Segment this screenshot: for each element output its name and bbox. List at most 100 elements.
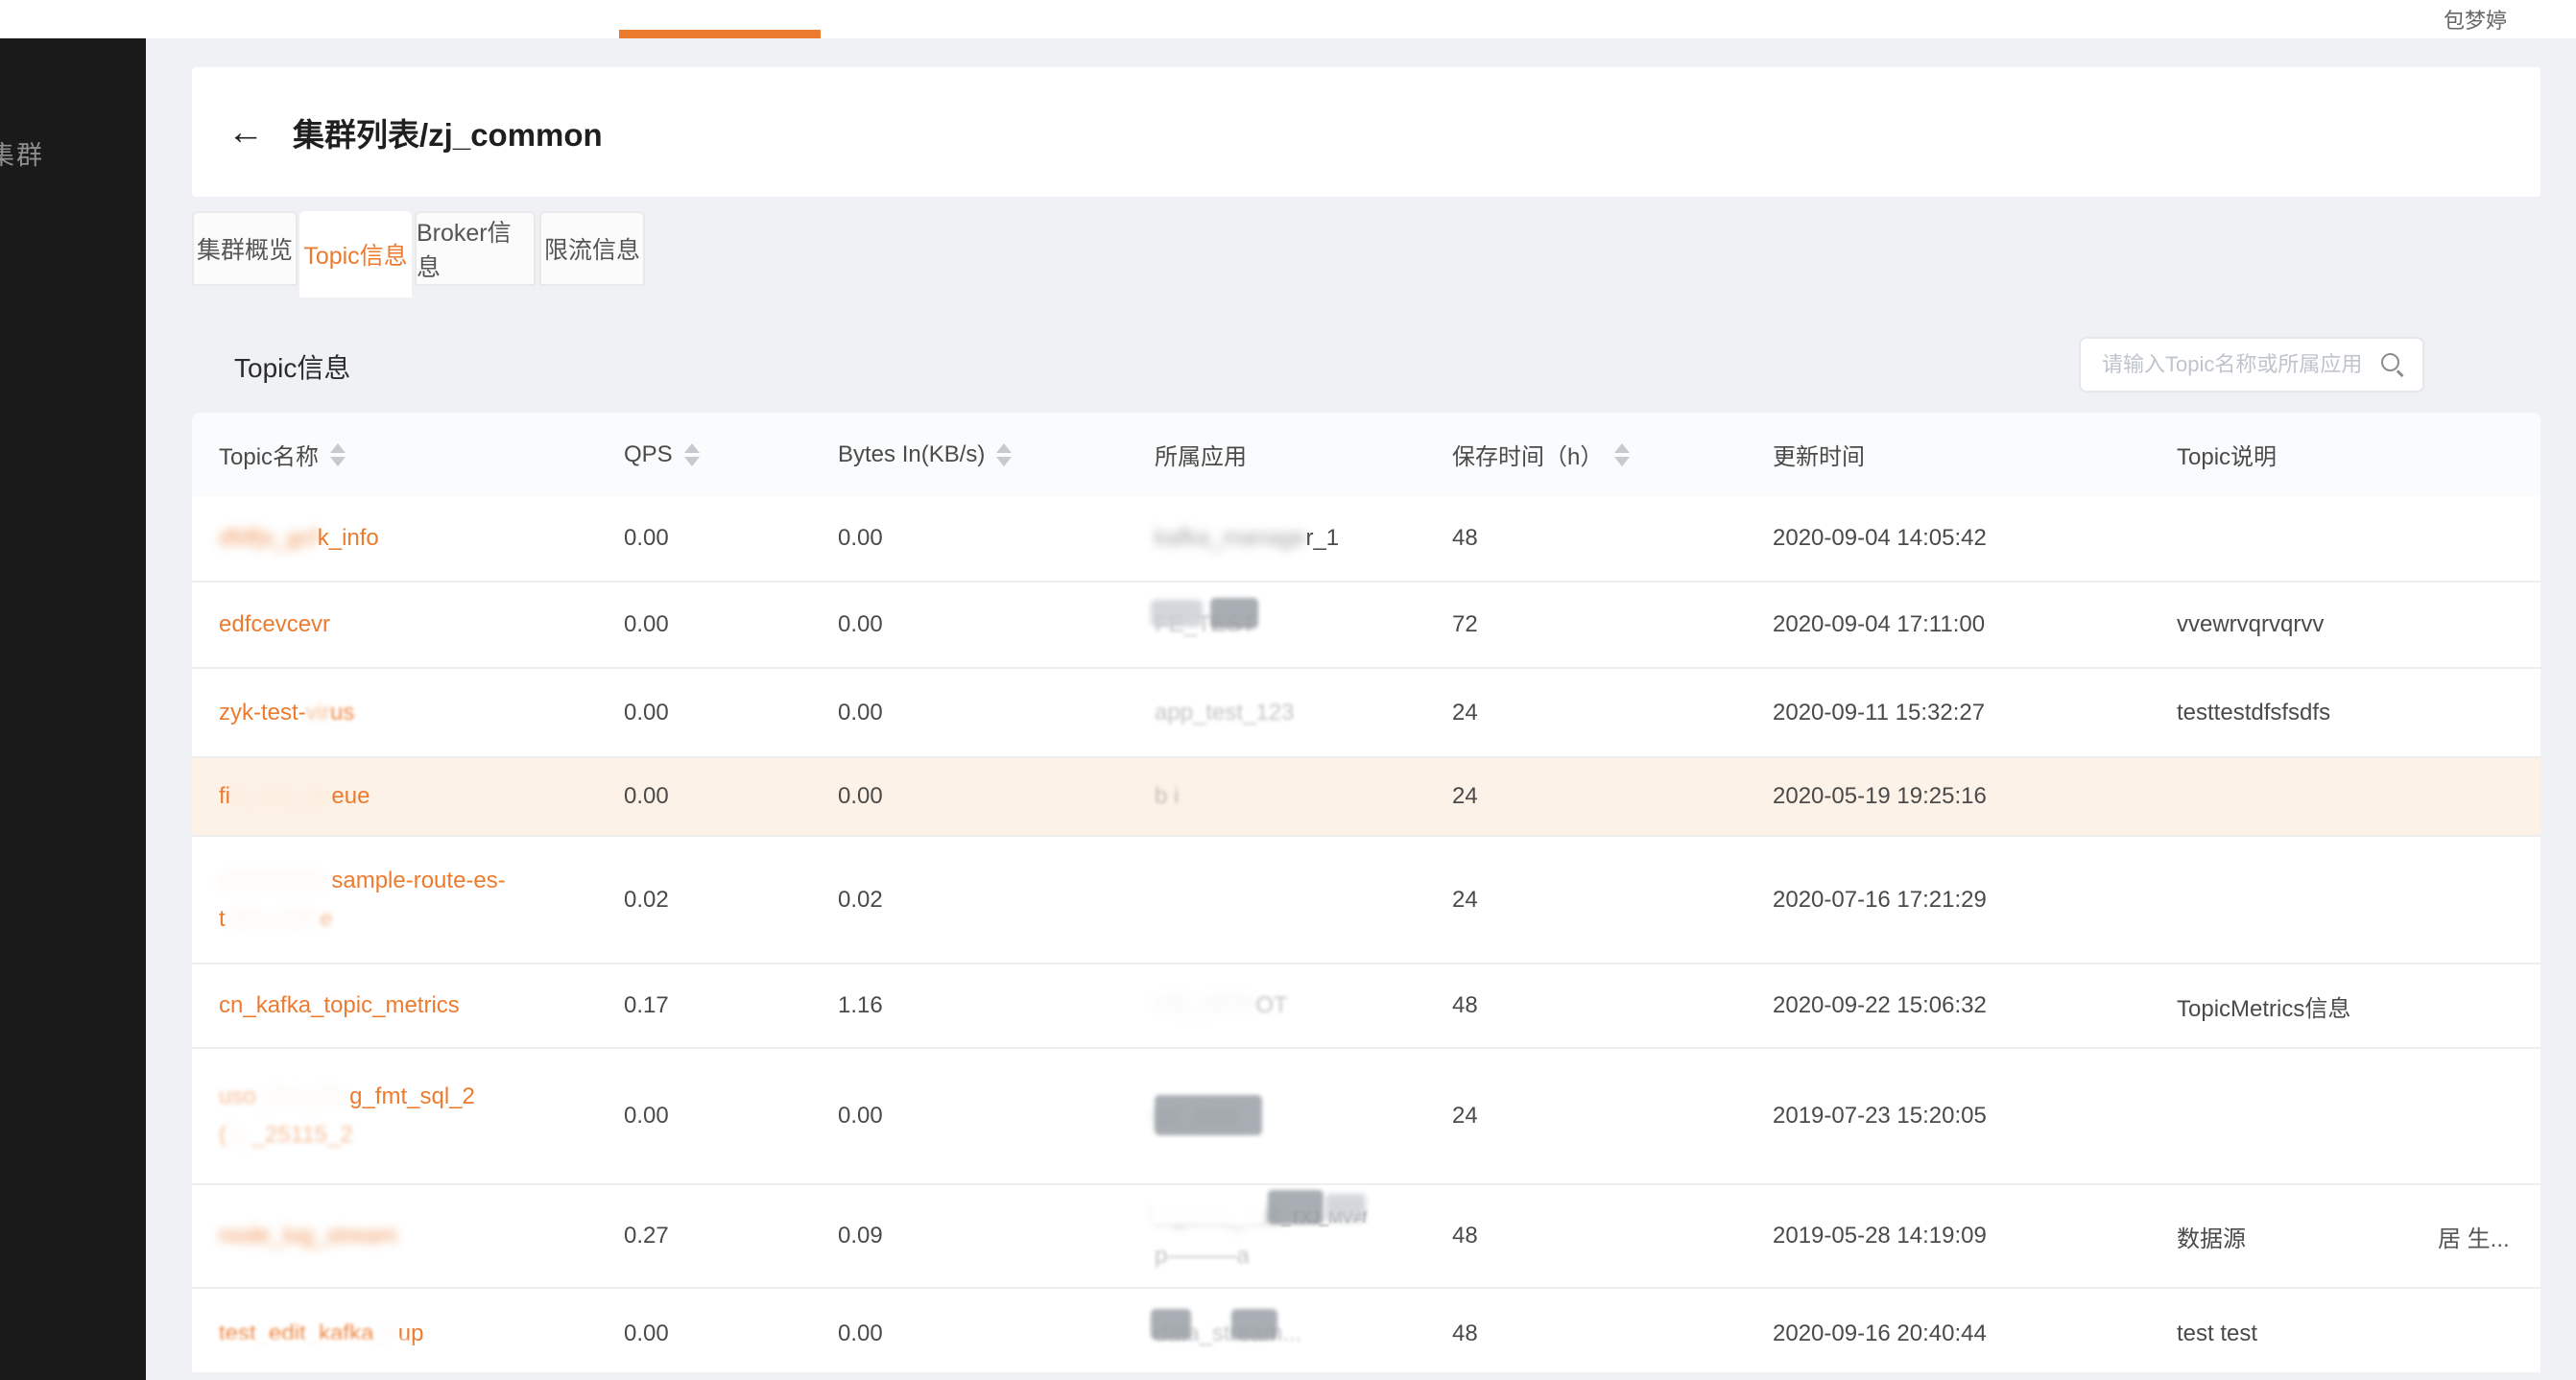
cell-text: 0.00 [838,700,1126,726]
cell-bytes: 0.00 [838,758,1126,835]
cell-text: 0.02 [838,887,1126,914]
topic-link[interactable]: eue [331,783,370,809]
topic-link[interactable]: edfcevcevr [219,611,330,637]
cell-name: test_edit_kafka_sup [219,1289,612,1372]
cell-text: 0.00 [624,1103,806,1130]
tab-broker-info[interactable]: Broker信息 [415,211,536,286]
table-row: cn_kafka_topic_metrics0.171.16KM_MONOT48… [192,964,2540,1049]
column-header-label: 所属应用 [1155,438,1247,471]
cell-text: 2020-09-04 14:05:42 [1773,525,2157,552]
cell-text: b i [1155,783,1179,809]
column-header-label: 更新时间 [1773,438,1865,471]
cell-text: TopicMetrics信息 [2177,989,2465,1023]
topic-table: Topic名称QPSBytes In(KB/s)所属应用保存时间（h）更新时间T… [192,413,2540,1372]
cell-text: 2019-05-28 14:19:09 [1773,1223,2157,1249]
cell-text: 0.00 [624,700,806,726]
cell-name: edfcevcevr [219,583,612,667]
col-qps: QPS [624,413,700,496]
cell-app: app_test_123 [1155,669,1443,756]
topic-link: us [330,700,354,726]
cell-app: data_stream... [1155,1289,1443,1372]
tab-topic-info[interactable]: Topic信息 [299,211,412,297]
cell-text: 2019-07-23 15:20:05 [1773,1103,2157,1130]
table-row: file_mq_queue0.000.00b i242020-05-19 19:… [192,758,2540,837]
back-button[interactable]: ← [227,114,264,151]
cell-text: 24 [1452,1103,1740,1130]
topic-link: opic-nam [226,906,321,932]
cell-qps: 0.00 [624,496,806,581]
cell-text: 2020-09-04 17:11:00 [1773,611,2157,638]
topic-link[interactable]: fi [219,783,230,809]
cell-desc [2177,837,2465,963]
tab-cluster-overview[interactable]: 集群概览 [192,211,298,286]
topic-link[interactable]: k_info [318,525,379,551]
cell-bytes: 0.09 [838,1185,1126,1287]
cell-text: 2020-07-16 17:21:29 [1773,887,2157,914]
cell-text: 0.27 [624,1223,806,1249]
cell-save: 72 [1452,583,1740,667]
topic-link[interactable]: zyk-test- [219,700,306,726]
cell-save: 24 [1452,669,1740,756]
topic-link[interactable]: sample-route-es- [331,868,505,893]
table-row: test_edit_kafka_sup0.000.00data_stream..… [192,1289,2540,1372]
topic-link: node_log_stream [219,1223,396,1249]
cell-desc [2177,758,2465,835]
cell-text: 2020-09-16 20:40:44 [1773,1321,2157,1347]
search-input-wrapper [2079,337,2424,393]
cell-qps: 0.00 [624,1049,806,1183]
cell-bytes: 1.16 [838,964,1126,1047]
cell-text: testtestdfsfsdfs [2177,700,2465,726]
cell-text: 0.00 [838,783,1126,810]
table-row: uso_test_long_fmt_sql_2(b__25115_2 0.00 0.… [192,1049,2540,1185]
col-app: 所属应用 [1155,413,1247,496]
cell-app: gd_data [1155,1049,1443,1183]
cell-text: 0.17 [624,992,806,1019]
cell-text: 0.00 [838,1103,1126,1130]
topic-link[interactable]: cn_kafka_topic_metrics [219,992,460,1018]
column-header-label: Bytes In(KB/s) [838,441,985,468]
top-nav-bar: 包梦婷 [0,0,2576,38]
cell-qps: 0.00 [624,758,806,835]
cell-desc [2177,1049,2465,1183]
table-header-row: Topic名称QPSBytes In(KB/s)所属应用保存时间（h）更新时间T… [192,413,2540,496]
cell-desc: testtestdfsfsdfs [2177,669,2465,756]
cell-bytes: 0.02 [838,837,1126,963]
topic-link: _25115_2 [252,1122,353,1148]
col-topic-name: Topic名称 [219,413,346,496]
cell-save: 24 [1452,758,1740,835]
sort-caret-icon[interactable] [996,443,1012,466]
topic-link[interactable]: g_fmt_sql_2 [349,1083,475,1109]
topic-link[interactable]: up [398,1321,424,1346]
tab-rate-limit-info[interactable]: 限流信息 [539,211,645,286]
kafka-manager-app: 包梦婷 集群 ← 集群列表/zj_common 集群概览Topic信息Broke… [0,0,2576,1380]
search-input[interactable] [2081,352,2378,377]
cell-app: b i [1155,758,1443,835]
topic-link[interactable]: t [219,906,226,932]
cell-text: 0.00 [624,611,806,638]
topic-link: e [320,906,332,932]
cell-text: KM_MON [1155,992,1255,1018]
sort-caret-icon[interactable] [330,443,346,466]
table-row: node_log_stream0.270.09bigdata_hub_TXJ_M… [192,1185,2540,1289]
column-header-label: Topic说明 [2177,438,2277,471]
page-header: ← 集群列表/zj_common [192,67,2540,197]
sort-caret-icon[interactable] [684,443,700,466]
cell-qps: 0.00 [624,1289,806,1372]
search-icon[interactable] [2378,350,2407,379]
cell-text: 48 [1452,992,1740,1019]
cell-qps: 0.00 [624,669,806,756]
user-name[interactable]: 包梦婷 [2444,0,2507,38]
sort-caret-icon[interactable] [1614,443,1630,466]
cell-name: uso_test_long_fmt_sql_2(b__25115_2 [219,1049,612,1183]
sidebar-item-cluster[interactable]: 集群 [0,134,44,172]
topic-link: test_edit_kafka_ [219,1321,387,1346]
cell-name: zjcommon-sample-route-es-topic-name [219,837,612,963]
table-row: zyk-test-virus0.000.00app_test_123242020… [192,669,2540,758]
cell-name: file_mq_queue [219,758,612,835]
cell-text: vvewrvqrvqrvv [2177,611,2465,638]
cell-desc: 数据源 [2177,1185,2465,1287]
cell-text: 2020-09-22 15:06:32 [1773,992,2157,1019]
cell-text: 0.00 [838,1321,1126,1347]
cell-text: 0.00 [624,525,806,552]
topic-link: s [387,1321,398,1346]
